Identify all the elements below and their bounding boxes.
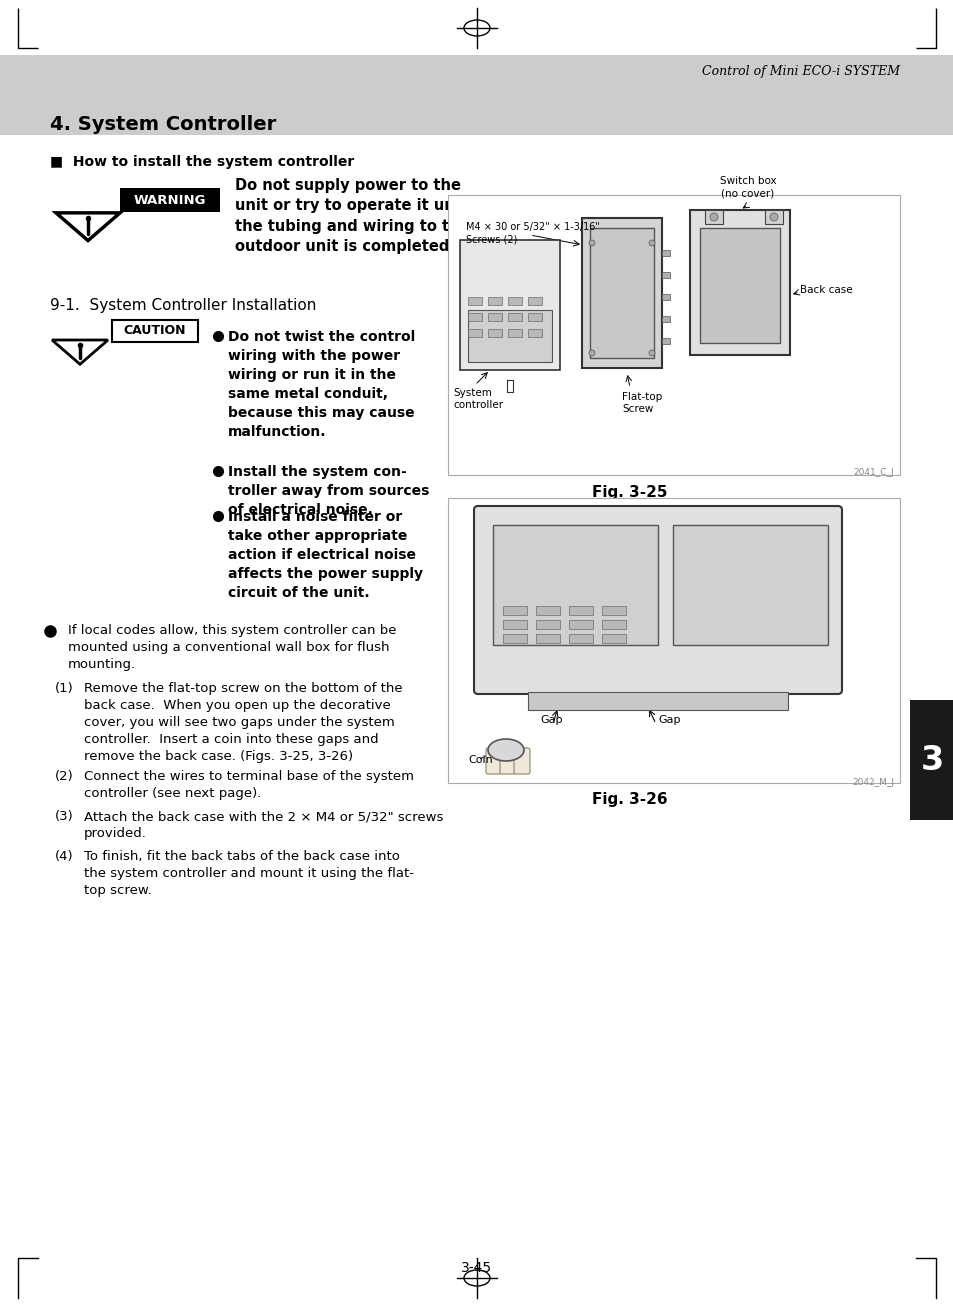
Bar xyxy=(488,296,501,306)
Bar xyxy=(581,218,661,368)
Bar xyxy=(502,633,526,643)
Bar xyxy=(493,525,658,645)
FancyBboxPatch shape xyxy=(485,748,501,774)
Text: WARNING: WARNING xyxy=(133,193,206,206)
Bar xyxy=(0,55,953,135)
Text: Flat-top
Screw: Flat-top Screw xyxy=(621,392,661,414)
Bar xyxy=(488,329,501,337)
Text: Install the system con-
troller away from sources
of electrical noise.: Install the system con- troller away fro… xyxy=(228,465,429,517)
Bar xyxy=(589,229,654,358)
Bar xyxy=(764,210,782,225)
Bar xyxy=(661,272,669,278)
Bar xyxy=(468,310,552,362)
Circle shape xyxy=(648,240,655,246)
FancyBboxPatch shape xyxy=(120,188,220,212)
Bar xyxy=(661,316,669,323)
FancyBboxPatch shape xyxy=(499,748,516,774)
Bar xyxy=(568,633,593,643)
Text: CAUTION: CAUTION xyxy=(124,324,186,337)
Text: Back case: Back case xyxy=(800,285,852,295)
Bar xyxy=(700,229,780,343)
Bar xyxy=(507,296,521,306)
Circle shape xyxy=(588,240,595,246)
Bar xyxy=(536,633,559,643)
Bar xyxy=(661,249,669,256)
Text: (2): (2) xyxy=(55,771,73,784)
Text: 2042_M_J: 2042_M_J xyxy=(851,778,893,788)
Bar xyxy=(527,313,541,321)
Bar xyxy=(507,329,521,337)
Bar xyxy=(661,338,669,343)
Text: If local codes allow, this system controller can be
mounted using a conventional: If local codes allow, this system contro… xyxy=(68,624,396,671)
Text: 3: 3 xyxy=(920,743,943,777)
Bar xyxy=(568,606,593,615)
Text: System
controller: System controller xyxy=(453,388,502,410)
Text: Remove the flat-top screw on the bottom of the
back case.  When you open up the : Remove the flat-top screw on the bottom … xyxy=(84,682,402,763)
Text: Coin: Coin xyxy=(468,755,493,765)
Bar xyxy=(909,700,953,820)
Text: (4): (4) xyxy=(55,850,73,863)
Bar xyxy=(672,525,827,645)
Bar xyxy=(661,294,669,300)
Bar xyxy=(502,620,526,629)
Bar xyxy=(536,606,559,615)
Text: 4. System Controller: 4. System Controller xyxy=(50,115,276,135)
Text: 9-1.  System Controller Installation: 9-1. System Controller Installation xyxy=(50,298,316,313)
Bar xyxy=(502,606,526,615)
Text: Install a noise filter or
take other appropriate
action if electrical noise
affe: Install a noise filter or take other app… xyxy=(228,511,422,599)
Bar xyxy=(468,313,481,321)
Bar xyxy=(527,329,541,337)
Bar xyxy=(527,692,787,710)
Text: 2041_C_J: 2041_C_J xyxy=(853,468,893,477)
Bar xyxy=(507,313,521,321)
FancyBboxPatch shape xyxy=(514,748,530,774)
Text: Fig. 3-26: Fig. 3-26 xyxy=(592,791,667,807)
Bar xyxy=(601,606,625,615)
Text: (3): (3) xyxy=(55,810,73,823)
Bar xyxy=(689,210,789,355)
Text: Gap: Gap xyxy=(539,714,562,725)
Polygon shape xyxy=(56,213,120,240)
Bar xyxy=(468,329,481,337)
Text: M4 × 30 or 5/32" × 1-3/16"
Screws (2): M4 × 30 or 5/32" × 1-3/16" Screws (2) xyxy=(465,222,599,244)
FancyBboxPatch shape xyxy=(112,320,198,342)
Polygon shape xyxy=(52,340,108,364)
Ellipse shape xyxy=(488,739,523,761)
Bar xyxy=(536,620,559,629)
Text: (1): (1) xyxy=(55,682,73,695)
Bar xyxy=(601,620,625,629)
Text: Do not twist the control
wiring with the power
wiring or run it in the
same meta: Do not twist the control wiring with the… xyxy=(228,330,415,439)
Text: To finish, fit the back tabs of the back case into
the system controller and mou: To finish, fit the back tabs of the back… xyxy=(84,850,414,897)
Bar xyxy=(527,296,541,306)
Text: Fig. 3-25: Fig. 3-25 xyxy=(592,485,667,500)
Bar xyxy=(568,620,593,629)
Bar xyxy=(448,498,899,784)
Circle shape xyxy=(709,213,718,221)
Text: Attach the back case with the 2 × M4 or 5/32" screws
provided.: Attach the back case with the 2 × M4 or … xyxy=(84,810,443,840)
Text: Switch box
(no cover): Switch box (no cover) xyxy=(719,175,776,199)
Text: ■  How to install the system controller: ■ How to install the system controller xyxy=(50,155,354,168)
Text: Gap: Gap xyxy=(658,714,679,725)
Bar xyxy=(704,210,722,225)
Text: Connect the wires to terminal base of the system
controller (see next page).: Connect the wires to terminal base of th… xyxy=(84,771,414,801)
Circle shape xyxy=(769,213,778,221)
Bar xyxy=(488,313,501,321)
Bar xyxy=(468,296,481,306)
Text: Control of Mini ECO-i SYSTEM: Control of Mini ECO-i SYSTEM xyxy=(701,65,899,78)
Text: Do not supply power to the
unit or try to operate it until
the tubing and wiring: Do not supply power to the unit or try t… xyxy=(234,178,472,255)
Bar xyxy=(601,633,625,643)
Circle shape xyxy=(588,350,595,357)
Bar xyxy=(448,195,899,475)
Bar xyxy=(459,240,559,370)
FancyBboxPatch shape xyxy=(474,505,841,693)
Circle shape xyxy=(648,350,655,357)
Text: 3-45: 3-45 xyxy=(461,1262,492,1275)
